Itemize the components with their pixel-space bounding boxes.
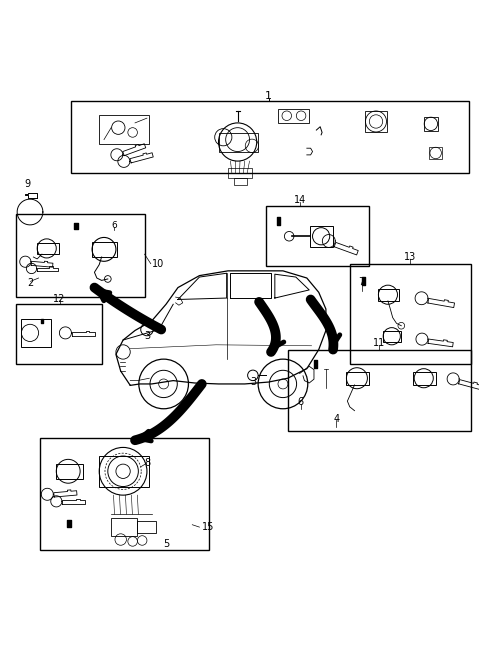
- Bar: [16, 304, 102, 364]
- Bar: [40, 319, 43, 323]
- Bar: [413, 371, 436, 385]
- Bar: [228, 169, 252, 178]
- Bar: [56, 463, 83, 479]
- Text: 5: 5: [163, 539, 169, 549]
- Text: 9: 9: [24, 180, 31, 190]
- Text: 4: 4: [333, 414, 339, 424]
- Bar: [378, 288, 399, 301]
- Text: 3: 3: [144, 331, 150, 341]
- Bar: [22, 319, 51, 347]
- Bar: [137, 522, 156, 533]
- Bar: [219, 134, 258, 153]
- Text: 7: 7: [359, 277, 365, 287]
- Bar: [111, 518, 137, 535]
- Bar: [278, 108, 309, 123]
- Text: 6: 6: [298, 397, 304, 407]
- Text: 11: 11: [373, 338, 385, 348]
- Bar: [16, 214, 144, 297]
- Bar: [350, 264, 471, 364]
- Bar: [288, 350, 471, 431]
- Bar: [424, 117, 438, 130]
- Bar: [430, 147, 442, 159]
- Text: 6: 6: [112, 221, 118, 230]
- Text: 13: 13: [404, 253, 417, 262]
- Bar: [383, 330, 401, 342]
- Text: 10: 10: [152, 258, 164, 268]
- Bar: [74, 223, 78, 229]
- Bar: [365, 111, 387, 132]
- Bar: [347, 371, 369, 385]
- Text: 15: 15: [202, 522, 214, 532]
- Bar: [99, 115, 149, 144]
- Bar: [266, 206, 369, 266]
- Bar: [310, 226, 333, 247]
- Text: 2: 2: [27, 278, 34, 288]
- Bar: [99, 456, 149, 486]
- Text: 14: 14: [294, 195, 306, 205]
- Bar: [234, 178, 247, 185]
- Text: 1: 1: [265, 91, 272, 100]
- Text: 8: 8: [144, 457, 150, 468]
- Bar: [92, 242, 117, 257]
- Bar: [71, 101, 469, 173]
- Text: 3: 3: [250, 377, 256, 387]
- Bar: [39, 438, 209, 550]
- Text: 12: 12: [53, 293, 66, 303]
- Bar: [37, 243, 59, 254]
